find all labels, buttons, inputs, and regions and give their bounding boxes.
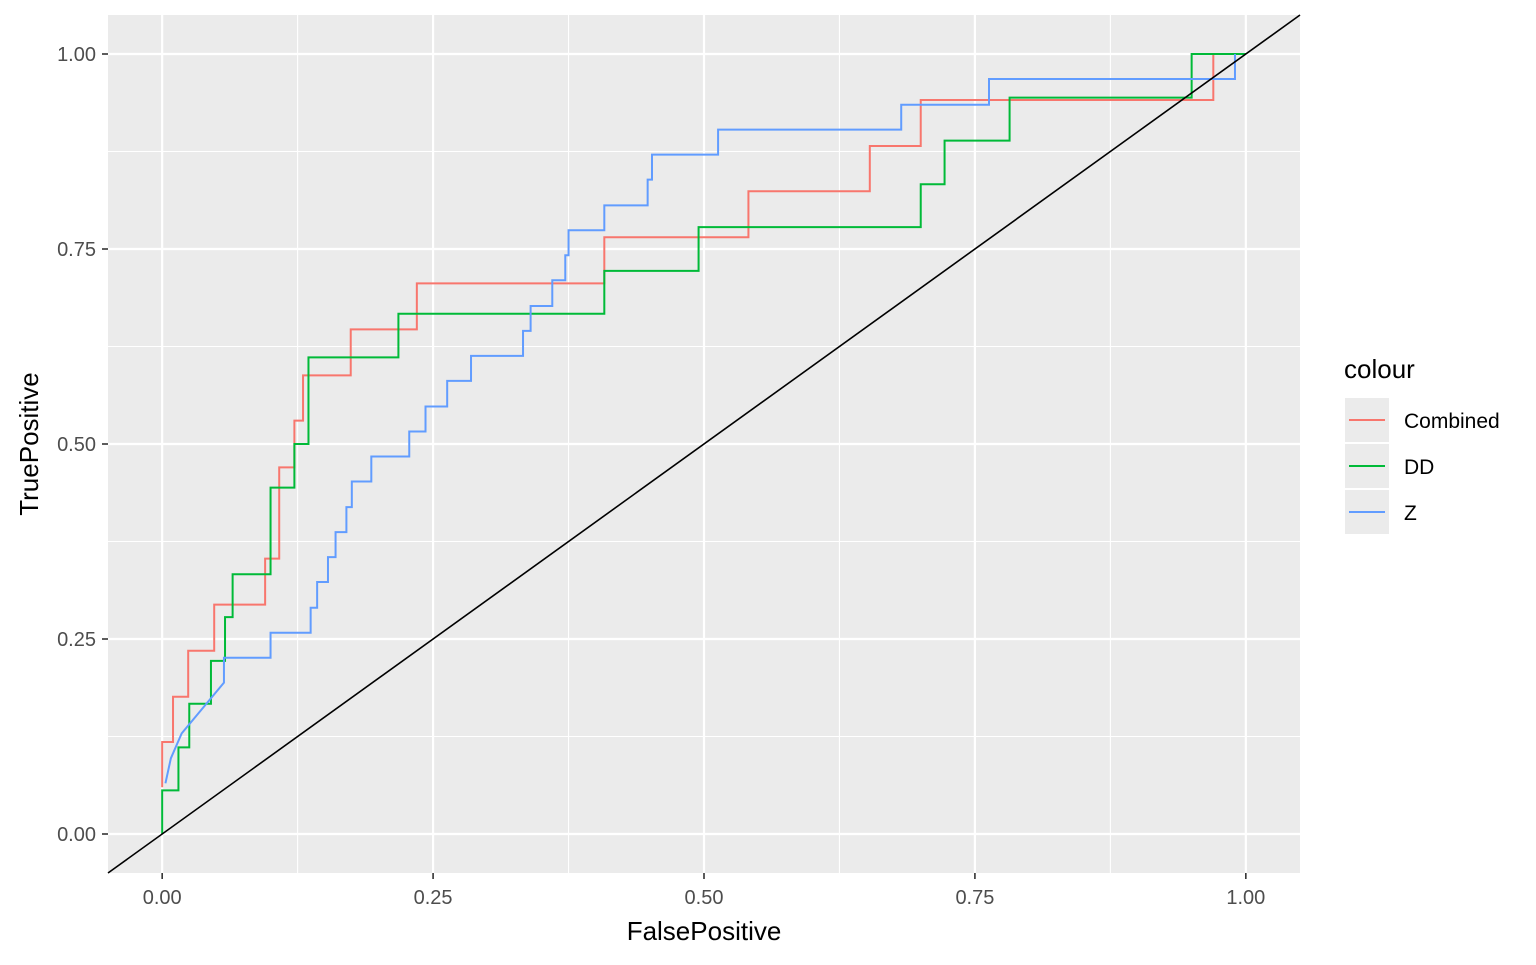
legend-label-dd: DD — [1404, 456, 1434, 479]
y-tick-label-4: 1.00 — [57, 44, 96, 66]
y-tick-label-1: 0.25 — [57, 629, 96, 651]
x-tick-label-2: 0.50 — [685, 887, 724, 909]
series-line-combined — [161, 54, 1215, 788]
reference-line — [107, 14, 1301, 874]
legend: colour Combined DD Z — [1344, 354, 1500, 534]
series-line-z — [164, 54, 1236, 784]
legend-title: colour — [1344, 354, 1415, 384]
x-tick-label-4: 1.00 — [1226, 887, 1265, 909]
series-lines — [161, 53, 1246, 834]
x-tick-label-3: 0.75 — [955, 887, 994, 909]
legend-label-z: Z — [1404, 502, 1417, 525]
reference-diagonal — [107, 14, 1301, 874]
y-axis-ticks: 0.00 0.25 0.50 0.75 1.00 — [57, 44, 108, 846]
legend-keys: Combined DD Z — [1345, 398, 1500, 534]
y-axis-title: TruePositive — [14, 372, 44, 516]
y-tick-label-3: 0.75 — [57, 239, 96, 261]
y-tick-label-2: 0.50 — [57, 434, 96, 456]
x-tick-label-0: 0.00 — [143, 887, 182, 909]
x-axis-ticks: 0.00 0.25 0.50 0.75 1.00 — [143, 873, 1265, 909]
y-tick-label-0: 0.00 — [57, 824, 96, 846]
x-tick-label-1: 0.25 — [414, 887, 453, 909]
legend-label-combined: Combined — [1404, 410, 1500, 433]
x-axis-title: FalsePositive — [627, 916, 782, 946]
